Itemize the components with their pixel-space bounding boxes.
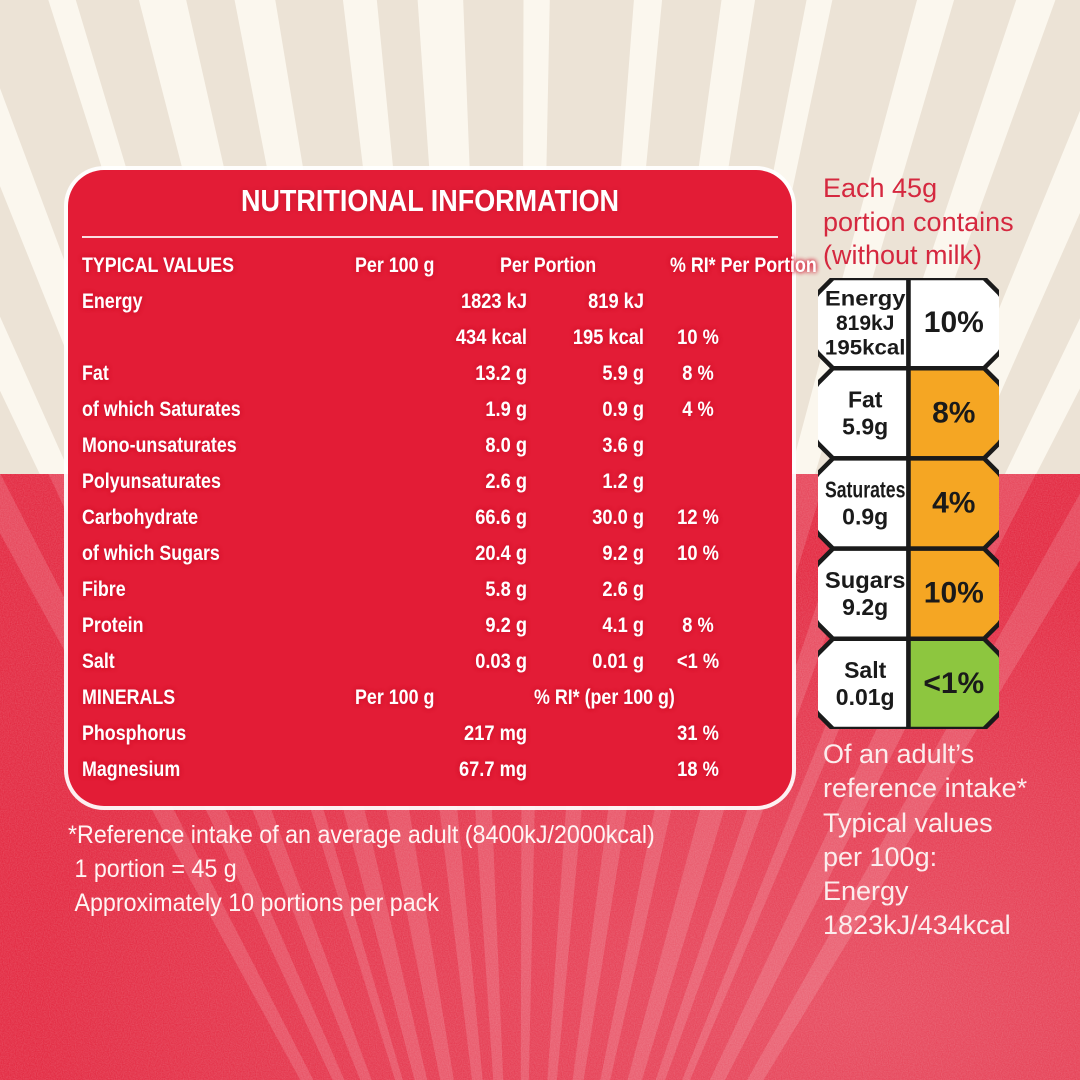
svg-text:195kcal: 195kcal: [825, 337, 906, 360]
svg-text:Energy: Energy: [825, 288, 906, 311]
svg-text:4%: 4%: [932, 487, 975, 520]
svg-text:<1%: <1%: [923, 667, 984, 700]
svg-text:5.9g: 5.9g: [842, 413, 888, 439]
svg-text:Sugars: Sugars: [825, 567, 906, 593]
svg-text:8%: 8%: [932, 396, 975, 429]
svg-text:10%: 10%: [924, 577, 984, 610]
svg-text:819kJ: 819kJ: [836, 312, 894, 335]
svg-text:Fat: Fat: [848, 386, 883, 412]
svg-text:Salt: Salt: [844, 657, 887, 683]
svg-text:10%: 10%: [924, 306, 984, 339]
svg-text:0.01g: 0.01g: [836, 684, 895, 710]
svg-text:Saturates: Saturates: [825, 477, 906, 503]
svg-text:9.2g: 9.2g: [842, 594, 888, 620]
svg-text:0.9g: 0.9g: [842, 504, 888, 530]
